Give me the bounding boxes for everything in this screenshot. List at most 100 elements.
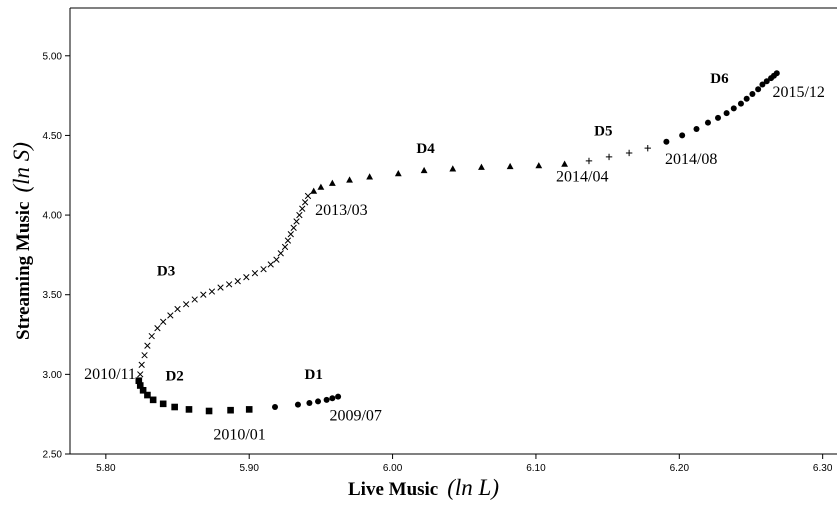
d4-point bbox=[394, 170, 402, 177]
y-tick-label: 4.00 bbox=[43, 211, 63, 222]
x-tick-label: 6.00 bbox=[383, 463, 403, 474]
segment-label: D3 bbox=[157, 264, 175, 280]
segment-label: D4 bbox=[416, 141, 435, 157]
d4-point bbox=[420, 166, 428, 174]
d4-point bbox=[535, 162, 543, 169]
date-label: 2009/07 bbox=[329, 408, 381, 425]
y-axis-title-math: (ln S) bbox=[9, 142, 34, 192]
d5-point bbox=[605, 153, 613, 161]
y-axis-title: Streaming Music (ln S) bbox=[9, 142, 34, 340]
date-label: 2014/08 bbox=[665, 151, 717, 168]
segment-label: D6 bbox=[710, 71, 729, 87]
d3-point bbox=[141, 352, 148, 359]
d6-point bbox=[693, 126, 700, 133]
d2-point bbox=[139, 386, 147, 394]
x-tick-label: 6.30 bbox=[813, 463, 833, 474]
x-tick-label: 6.20 bbox=[670, 463, 690, 474]
d3-point bbox=[160, 318, 167, 325]
series-d3 bbox=[137, 192, 312, 378]
d3-point bbox=[234, 278, 241, 285]
d3-point bbox=[284, 237, 292, 244]
d3-point bbox=[182, 301, 190, 308]
d3-point bbox=[267, 261, 274, 268]
d3-point bbox=[293, 218, 300, 225]
series-d5 bbox=[585, 144, 651, 165]
y-tick-label: 3.00 bbox=[43, 370, 63, 381]
d6-point bbox=[749, 91, 756, 98]
d4-point bbox=[561, 160, 569, 167]
d2-point bbox=[159, 400, 167, 408]
d1-point bbox=[272, 404, 279, 411]
d6-point bbox=[743, 95, 750, 102]
d2-point bbox=[135, 377, 143, 385]
d3-point bbox=[225, 281, 233, 288]
d1-point bbox=[294, 401, 301, 408]
y-tick-label: 3.50 bbox=[43, 290, 63, 301]
d3-point bbox=[281, 243, 289, 251]
d2-point bbox=[149, 396, 157, 404]
d3-point bbox=[273, 256, 280, 263]
d3-point bbox=[243, 274, 250, 281]
d3-point bbox=[299, 205, 306, 212]
d6-point bbox=[679, 132, 686, 139]
d3-point bbox=[174, 305, 181, 313]
d4-point bbox=[506, 162, 514, 170]
x-tick-label: 5.80 bbox=[96, 463, 116, 474]
d3-point bbox=[287, 231, 294, 238]
d3-point bbox=[296, 211, 303, 219]
series-d6 bbox=[663, 70, 780, 145]
d6-point bbox=[723, 110, 730, 117]
d3-point bbox=[301, 199, 309, 206]
date-label: 2010/11 bbox=[84, 366, 136, 383]
d5-point bbox=[585, 157, 593, 165]
d4-point bbox=[346, 176, 353, 183]
d1-point bbox=[329, 395, 336, 402]
d2-point bbox=[245, 406, 253, 413]
d6-point bbox=[763, 78, 770, 85]
d3-point bbox=[154, 325, 161, 332]
segment-label: D2 bbox=[165, 369, 183, 385]
segment-label: D1 bbox=[305, 367, 323, 383]
d2-point bbox=[185, 406, 193, 413]
d4-point bbox=[449, 165, 457, 172]
date-label: 2013/03 bbox=[315, 202, 367, 219]
d6-point bbox=[737, 100, 744, 107]
d1-point bbox=[306, 400, 313, 407]
d3-point bbox=[148, 332, 155, 340]
d6-point bbox=[715, 114, 722, 121]
y-tick-label: 5.00 bbox=[43, 51, 63, 62]
segment-label: D5 bbox=[594, 123, 612, 139]
d3-point bbox=[208, 288, 216, 295]
d3-point bbox=[217, 284, 224, 291]
x-axis-title-math: (ln L) bbox=[447, 475, 499, 500]
d6-point bbox=[704, 119, 711, 126]
series-d1 bbox=[272, 393, 342, 411]
x-tick-label: 5.90 bbox=[239, 463, 259, 474]
d6-point bbox=[759, 81, 766, 88]
d2-point bbox=[205, 407, 213, 415]
data-points bbox=[135, 70, 780, 415]
d3-point bbox=[144, 342, 151, 349]
d2-point bbox=[136, 382, 144, 389]
d6-point bbox=[663, 138, 670, 145]
d1-point bbox=[323, 396, 330, 403]
y-tick-label: 2.50 bbox=[43, 450, 63, 461]
y-axis-title-text: Streaming Music bbox=[13, 202, 34, 340]
d2-point bbox=[171, 403, 178, 411]
d6-point bbox=[755, 86, 762, 93]
d3-point bbox=[304, 192, 312, 200]
d6-point bbox=[730, 105, 737, 112]
d3-point bbox=[290, 224, 297, 231]
d1-point bbox=[315, 398, 322, 405]
d4-point bbox=[317, 183, 325, 190]
y-axis-ticks: 2.50 3.00 3.50 4.00 4.50 5.00 bbox=[43, 51, 70, 461]
d5-point bbox=[625, 149, 633, 157]
date-label: 2015/12 bbox=[772, 84, 824, 101]
x-axis-title: Live Music (ln L) bbox=[348, 475, 499, 500]
d3-point bbox=[138, 361, 145, 368]
d3-point bbox=[200, 291, 207, 298]
date-label: 2010/01 bbox=[213, 427, 265, 444]
d2-point bbox=[144, 391, 151, 399]
annotations: D1 D2 D3 D4 D5 D6 2009/07 2010/01 2010/11 2013/03… bbox=[84, 71, 825, 444]
d5-point bbox=[644, 144, 651, 152]
